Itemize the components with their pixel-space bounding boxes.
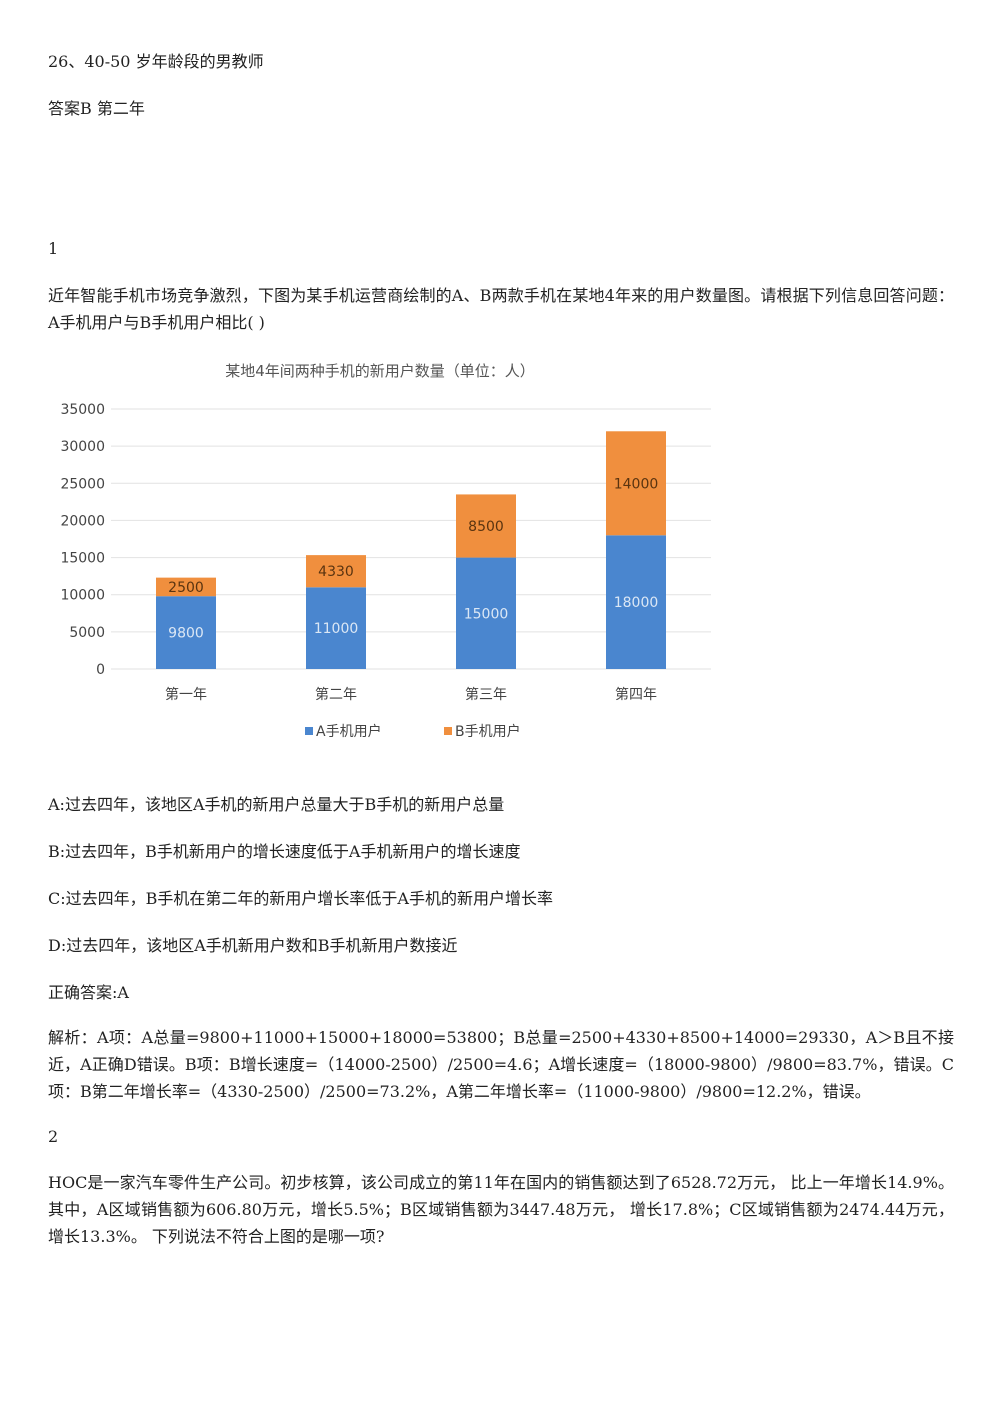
x-tick-label: 第四年 [615, 686, 657, 703]
y-tick-label: 25000 [60, 476, 105, 492]
stacked-bar-chart: 某地4年间两种手机的新用户数量（单位：人） 0 5000 10000 15000 200… [47, 350, 713, 754]
question-26-text: 26、40-50 岁年龄段的男教师 [48, 52, 264, 71]
data-label: 15000 [464, 606, 509, 622]
question-2-stem: HOC是一家汽车零件生产公司。初步核算，该公司成立的第11年在国内的销售额达到了… [48, 1173, 954, 1246]
y-tick-label: 20000 [60, 513, 105, 529]
analysis-text: 解析：A项：A总量=9800+11000+15000+18000=53800；B… [48, 1028, 954, 1101]
data-label: 2500 [168, 580, 204, 596]
chart-background [47, 350, 713, 754]
legend-label: B手机用户 [455, 723, 521, 740]
x-tick-label: 第二年 [315, 686, 357, 703]
legend-swatch [305, 727, 313, 735]
option-d: D:过去四年，该地区A手机新用户数和B手机新用户数接近 [48, 936, 458, 955]
bar-a [456, 557, 516, 669]
y-tick-label: 0 [96, 662, 105, 678]
question-1-stem: 近年智能手机市场竞争激烈，下图为某手机运营商绘制的A、B两款手机在某地4年来的用… [48, 286, 954, 332]
y-tick-label: 30000 [60, 439, 105, 455]
data-label: 4330 [318, 564, 354, 580]
legend-swatch [444, 727, 452, 735]
bar-b [306, 555, 366, 588]
option-c: C:过去四年，B手机在第二年的新用户增长率低于A手机的新用户增长率 [48, 889, 553, 908]
y-tick-label: 10000 [60, 588, 105, 604]
y-tick-label: 35000 [60, 402, 105, 418]
option-b: B:过去四年，B手机新用户的增长速度低于A手机新用户的增长速度 [48, 842, 521, 861]
legend-label: A手机用户 [316, 723, 382, 740]
question-2-number: 2 [48, 1127, 59, 1146]
bar-b [156, 577, 216, 597]
option-a: A:过去四年，该地区A手机的新用户总量大于B手机的新用户总量 [48, 795, 505, 814]
chart-title: 某地4年间两种手机的新用户数量（单位：人） [225, 362, 535, 380]
data-label: 11000 [314, 621, 359, 637]
x-tick-label: 第三年 [465, 686, 507, 703]
question-1-number: 1 [48, 239, 59, 258]
y-tick-label: 15000 [60, 551, 105, 567]
bar-a [606, 535, 666, 669]
question-26-answer: 答案B 第二年 [48, 99, 145, 118]
bar-b [456, 494, 516, 558]
bar-a [156, 596, 216, 669]
y-tick-label: 5000 [69, 625, 105, 641]
data-label: 14000 [614, 476, 659, 492]
data-label: 9800 [168, 626, 204, 642]
data-label: 18000 [614, 595, 659, 611]
data-label: 8500 [468, 519, 504, 535]
x-tick-label: 第一年 [165, 686, 207, 703]
bar-b [606, 431, 666, 536]
bar-a [306, 587, 366, 669]
correct-answer: 正确答案:A [48, 983, 129, 1002]
